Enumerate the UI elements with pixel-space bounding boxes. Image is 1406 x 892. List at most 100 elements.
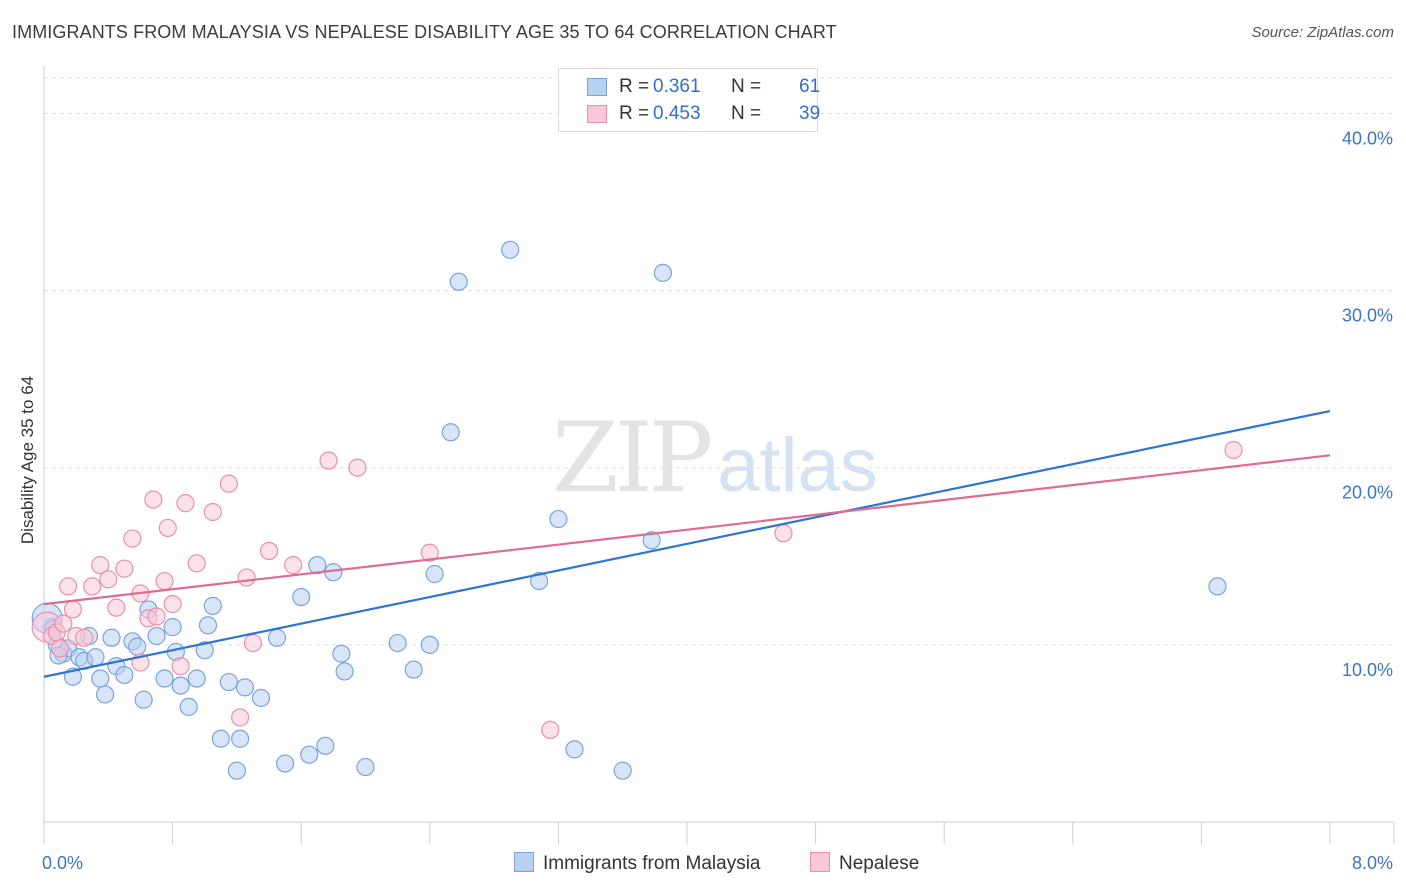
legend-r-label: R = (619, 103, 650, 124)
malaysia-point (147, 626, 166, 646)
nepalese-point (54, 614, 73, 633)
malaysia-point (425, 564, 444, 584)
malaysia-point (115, 665, 134, 685)
grid-lines (44, 77, 1394, 646)
trend-lines (43, 409, 1331, 678)
bottom-legend-swatch-malaysia (514, 852, 534, 872)
malaysia-point (195, 641, 214, 660)
x-tick-label: 8.0% (1352, 853, 1393, 873)
malaysia-point (235, 678, 255, 697)
nepalese-point (219, 474, 238, 493)
malaysia-point (276, 754, 295, 773)
y-tick-label: 20.0% (1342, 483, 1393, 503)
malaysia-point (155, 669, 174, 688)
nepalese-point (187, 554, 206, 573)
trend-line-nepalese (43, 454, 1331, 606)
nepalese-point (99, 570, 118, 589)
nepalese-point (774, 524, 793, 543)
nepalese-point (75, 628, 94, 647)
correlation-legend: R = 0.361 N = 61 R = 0.453 N = 39 (558, 68, 821, 132)
nepalese-point (203, 502, 222, 522)
malaysia-point (198, 616, 218, 635)
malaysia-point (102, 628, 121, 647)
series-nepalese-points (31, 440, 1243, 739)
nepalese-point (237, 568, 256, 587)
malaysia-point (163, 618, 182, 637)
nepalese-point (243, 633, 263, 653)
nepalese-point (83, 577, 102, 596)
x-tick-label: 0.0% (42, 853, 83, 873)
malaysia-point (267, 628, 287, 647)
malaysia-point (420, 635, 439, 654)
malaysia-point (251, 688, 271, 708)
malaysia-point (642, 531, 661, 550)
malaysia-point (203, 596, 222, 615)
malaysia-point (356, 757, 375, 777)
nepalese-point (259, 541, 279, 561)
malaysia-point (501, 240, 520, 259)
bottom-legend-malaysia: Immigrants from Malaysia (514, 852, 761, 875)
malaysia-point (219, 672, 238, 692)
malaysia-point (300, 745, 319, 764)
nepalese-point (158, 518, 177, 538)
malaysia-point (530, 571, 549, 591)
nepalese-point (50, 639, 70, 658)
malaysia-point (565, 740, 584, 759)
malaysia-point (134, 690, 153, 709)
nepalese-point (231, 708, 250, 727)
malaysia-point (187, 669, 206, 688)
nepalese-point (284, 556, 303, 575)
y-tick-label: 40.0% (1342, 128, 1393, 148)
axes (43, 66, 1395, 844)
chart-source: Source: ZipAtlas.com (1251, 24, 1394, 41)
nepalese-point (63, 600, 83, 619)
nepalese-point (147, 607, 166, 626)
malaysia-point (171, 676, 190, 695)
watermark: ZIP atlas (552, 402, 878, 514)
legend-n-label: N = (731, 76, 762, 97)
watermark-zip: ZIP (552, 402, 713, 514)
malaysia-point (332, 644, 351, 663)
malaysia-point (227, 761, 246, 780)
legend-swatch-nepalese (587, 105, 607, 123)
y-tick-label: 10.0% (1342, 660, 1393, 680)
malaysia-point (549, 509, 568, 529)
bottom-legend-label-malaysia: Immigrants from Malaysia (543, 853, 761, 874)
malaysia-point (91, 669, 110, 688)
malaysia-point (128, 637, 147, 656)
legend-r-value-nepalese: 0.453 (653, 103, 701, 124)
legend-swatch-malaysia (587, 78, 607, 96)
tick-labels: 10.0% 20.0% 30.0% 40.0% 0.0% 8.0% (42, 128, 1393, 873)
nepalese-point (171, 657, 190, 676)
bottom-legend-nepalese: Nepalese (810, 852, 919, 875)
nepalese-point (163, 595, 182, 614)
malaysia-point (1208, 577, 1227, 596)
legend-n-value-malaysia: 61 (799, 76, 821, 97)
nepalese-point (91, 556, 110, 575)
legend-n-value-nepalese: 39 (799, 103, 821, 124)
malaysia-point (316, 736, 335, 755)
malaysia-point (292, 587, 311, 607)
chart-title: IMMIGRANTS FROM MALAYSIA VS NEPALESE DIS… (12, 22, 837, 42)
malaysia-point (308, 556, 327, 575)
malaysia-point (404, 660, 423, 679)
malaysia-point (653, 263, 672, 282)
y-axis-label: Disability Age 35 to 64 (18, 375, 37, 545)
legend-n-label: N = (731, 103, 762, 124)
legend-r-label: R = (619, 76, 650, 97)
malaysia-point (335, 662, 354, 681)
nepalese-point (348, 458, 367, 477)
nepalese-point (107, 598, 126, 617)
legend-r-value-malaysia: 0.361 (653, 76, 701, 97)
malaysia-point (95, 685, 115, 704)
malaysia-point (211, 729, 230, 748)
bottom-legend-label-nepalese: Nepalese (839, 853, 920, 874)
bottom-legend-swatch-nepalese (810, 852, 830, 872)
malaysia-point (231, 729, 250, 748)
nepalese-point (59, 577, 78, 596)
nepalese-point (123, 529, 142, 548)
nepalese-point (155, 571, 174, 591)
nepalese-point (115, 559, 134, 578)
nepalese-point (144, 490, 163, 509)
y-tick-label: 30.0% (1342, 306, 1393, 326)
